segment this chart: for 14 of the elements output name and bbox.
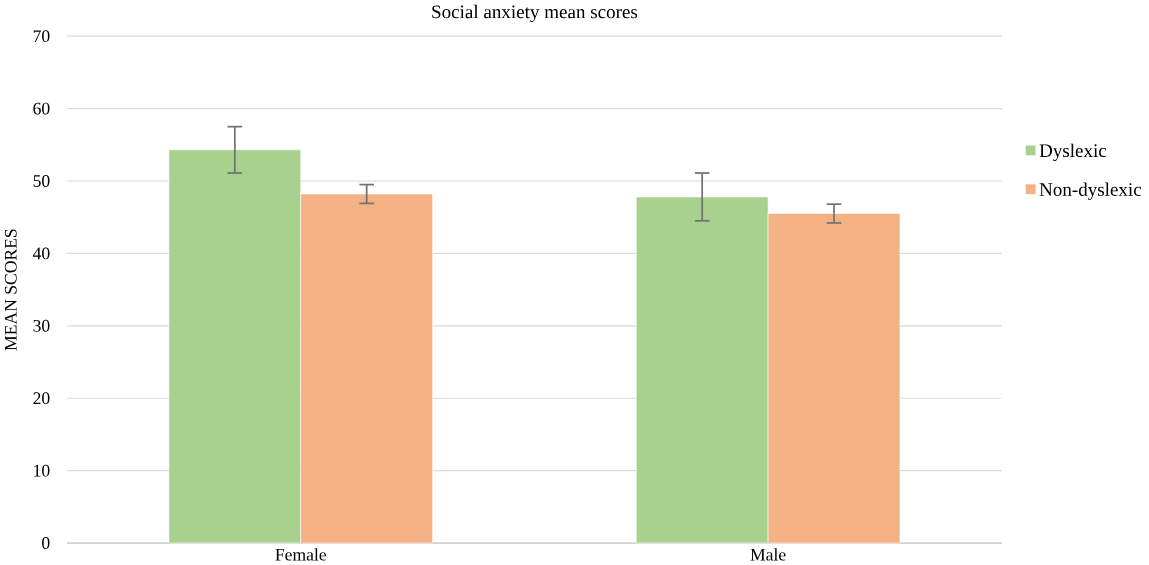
y-tick-label: 20 <box>33 392 50 404</box>
y-tick-label: 50 <box>33 174 50 187</box>
y-tick-label: 70 <box>33 29 50 42</box>
x-tick-label: Male <box>750 547 786 561</box>
y-tick-label: 30 <box>33 319 50 332</box>
chart-title: Social anxiety mean scores <box>432 4 638 22</box>
y-axis-title: MEAN SCORES <box>4 229 17 351</box>
legend-label: Non-dyslexic <box>1039 182 1142 200</box>
y-tick-label: 0 <box>42 536 50 549</box>
y-tick-label: 60 <box>33 102 50 115</box>
x-tick-label: Female <box>275 547 327 561</box>
legend-label: Dyslexic <box>1039 143 1107 161</box>
y-tick-label: 40 <box>32 247 50 260</box>
y-tick-label: 10 <box>34 464 50 477</box>
